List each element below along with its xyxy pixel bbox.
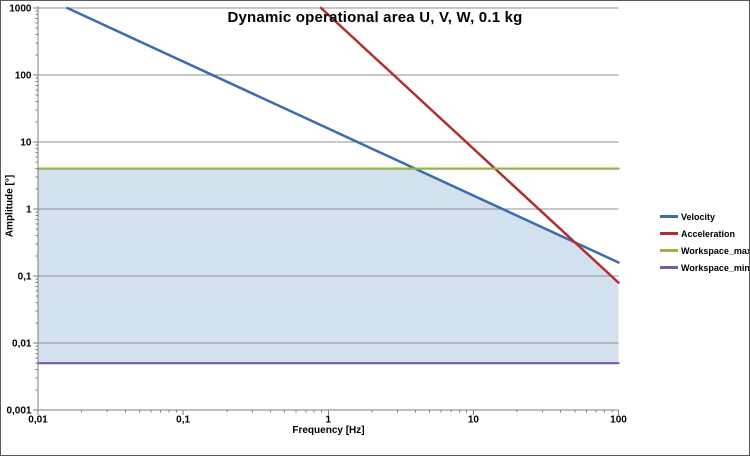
chart-title: Dynamic operational area U, V, W, 0.1 kg (227, 9, 523, 26)
legend-swatch-workspace_min (660, 266, 678, 269)
x-tick-label-1: 1 (325, 415, 331, 426)
y-tick-label-10: 10 (20, 138, 32, 149)
legend-swatch-workspace_max (660, 249, 678, 252)
y-tick-label-1: 1 (26, 205, 32, 216)
y-tick-label-0,01: 0,01 (12, 339, 32, 350)
x-tick-label-0,1: 0,1 (176, 415, 190, 426)
legend-item-workspace_max: Workspace_max (660, 242, 750, 259)
operational-area-fill (38, 168, 619, 364)
x-tick-label-100: 100 (610, 415, 627, 426)
legend-label-workspace_min: Workspace_min (681, 262, 750, 273)
legend-label-velocity: Velocity (681, 211, 716, 222)
series-line-acceleration (319, 6, 620, 284)
legend-item-velocity: Velocity (660, 208, 749, 225)
legend-item-acceleration: Acceleration (660, 225, 749, 242)
y-axis-title: Amplitude [°] (4, 174, 16, 238)
y-tick-label-1000: 1000 (9, 4, 32, 15)
x-axis-title: Frequency [Hz] (292, 425, 365, 436)
y-tick-label-0,001: 0,001 (6, 406, 31, 417)
legend-label-acceleration: Acceleration (681, 228, 736, 239)
series-line-velocity (65, 6, 620, 264)
y-tick-label-100: 100 (15, 71, 32, 82)
x-tick-label-10: 10 (468, 415, 480, 426)
x-tick-label-0,01: 0,01 (28, 415, 48, 426)
legend-swatch-acceleration (660, 232, 678, 235)
legend-label-workspace_max: Workspace_max (681, 245, 750, 256)
legend-item-workspace_min: Workspace_min (660, 259, 750, 276)
y-tick-label-0,1: 0,1 (18, 272, 32, 283)
legend: Velocity Acceleration Workspace_max Workspa… (660, 208, 750, 276)
legend-swatch-velocity (660, 215, 678, 218)
